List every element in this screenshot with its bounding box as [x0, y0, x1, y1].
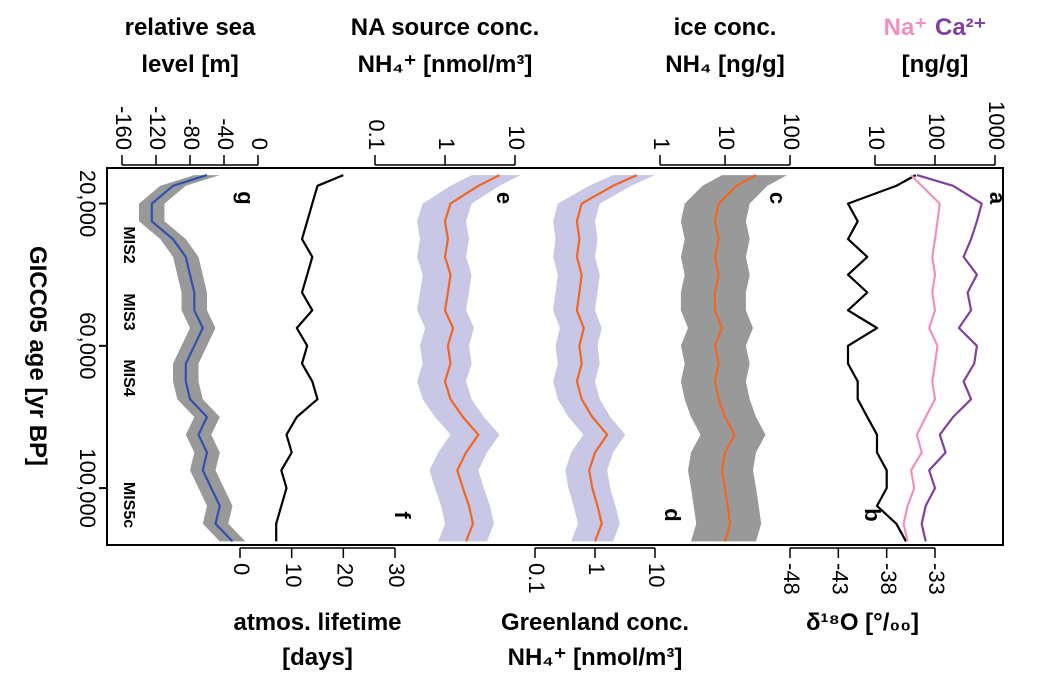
panel-letter: g — [233, 191, 258, 204]
legend-entry: Ca²⁺ — [935, 14, 986, 41]
tick-label: -40 — [213, 118, 238, 150]
tick-label: -38 — [876, 563, 901, 595]
tick-label: 10 — [504, 126, 529, 150]
legend-entry: Na⁺ — [884, 14, 927, 41]
tick-label: 30 — [384, 563, 409, 587]
panel-letter: b — [860, 508, 885, 521]
annotation: MIS5c — [120, 482, 137, 528]
series-line — [902, 174, 941, 542]
frame — [106, 167, 1004, 546]
tick-label: 0.1 — [364, 119, 389, 150]
tick-label: 100 — [924, 113, 949, 150]
tick-label: -48 — [779, 563, 804, 595]
series-line — [443, 174, 500, 542]
axis-title: NH₄ [ng/g] — [665, 51, 784, 78]
x-axis-title: GICC05 age [yr BP] — [24, 246, 51, 466]
tick-label: -120 — [145, 106, 170, 150]
series-line — [916, 174, 983, 542]
axis-title: NH₄⁺ [nmol/m³] — [508, 644, 683, 671]
uncertainty-band — [680, 175, 787, 542]
x-tick-label: 100,000 — [75, 448, 100, 528]
tick-label: 100 — [779, 113, 804, 150]
tick-label: 10 — [644, 563, 669, 587]
tick-label: 0.1 — [524, 563, 549, 594]
axis-title: level [m] — [141, 51, 238, 78]
annotation: MIS2 — [120, 226, 137, 263]
legend: Na⁺ Ca²⁺ — [884, 14, 987, 41]
series-line — [150, 174, 234, 543]
axis-title: NA source conc. — [351, 14, 540, 41]
series-line — [713, 174, 757, 542]
annotation: MIS4 — [120, 359, 137, 396]
tick-label: 20 — [333, 563, 358, 587]
uncertainty-band — [553, 175, 655, 542]
tick-label: 1000 — [984, 101, 1009, 150]
tick-label: 1 — [649, 138, 674, 150]
tick-label: -33 — [924, 563, 949, 595]
tick-label: 0 — [229, 563, 254, 575]
axis-title: [days] — [282, 644, 353, 671]
annotation: MIS3 — [120, 293, 137, 330]
axis-title: Greenland conc. — [501, 609, 689, 636]
series-line — [846, 174, 917, 542]
series-line — [275, 174, 344, 542]
tick-label: 10 — [714, 126, 739, 150]
tick-label: -160 — [111, 106, 136, 150]
tick-label: 1 — [434, 138, 459, 150]
x-tick-label: 60,000 — [75, 312, 100, 379]
axis-title: atmos. lifetime — [233, 609, 401, 636]
tick-label: 0 — [247, 138, 272, 150]
x-tick-label: 20,000 — [75, 170, 100, 237]
axis-title: relative sea — [125, 14, 256, 41]
axis-title: ice conc. — [674, 14, 777, 41]
panel-letter: e — [492, 192, 517, 204]
uncertainty-band — [139, 175, 246, 542]
panel-letter: c — [765, 192, 790, 204]
tick-label: -80 — [179, 118, 204, 150]
axis-title: NH₄⁺ [nmol/m³] — [358, 51, 533, 78]
plot-area — [139, 174, 983, 543]
axis-title: [ng/g] — [902, 51, 969, 78]
tick-label: 10 — [281, 563, 306, 587]
tick-label: 1 — [584, 563, 609, 575]
uncertainty-band — [417, 175, 521, 542]
panel-letter: a — [985, 192, 1010, 205]
panel-letter: f — [390, 511, 415, 519]
series-line — [575, 174, 638, 542]
panel-letter: d — [660, 508, 685, 521]
tick-label: 10 — [864, 126, 889, 150]
tick-label: -43 — [828, 563, 853, 595]
axis-title: δ¹⁸O [°/₀₀] — [806, 609, 919, 636]
